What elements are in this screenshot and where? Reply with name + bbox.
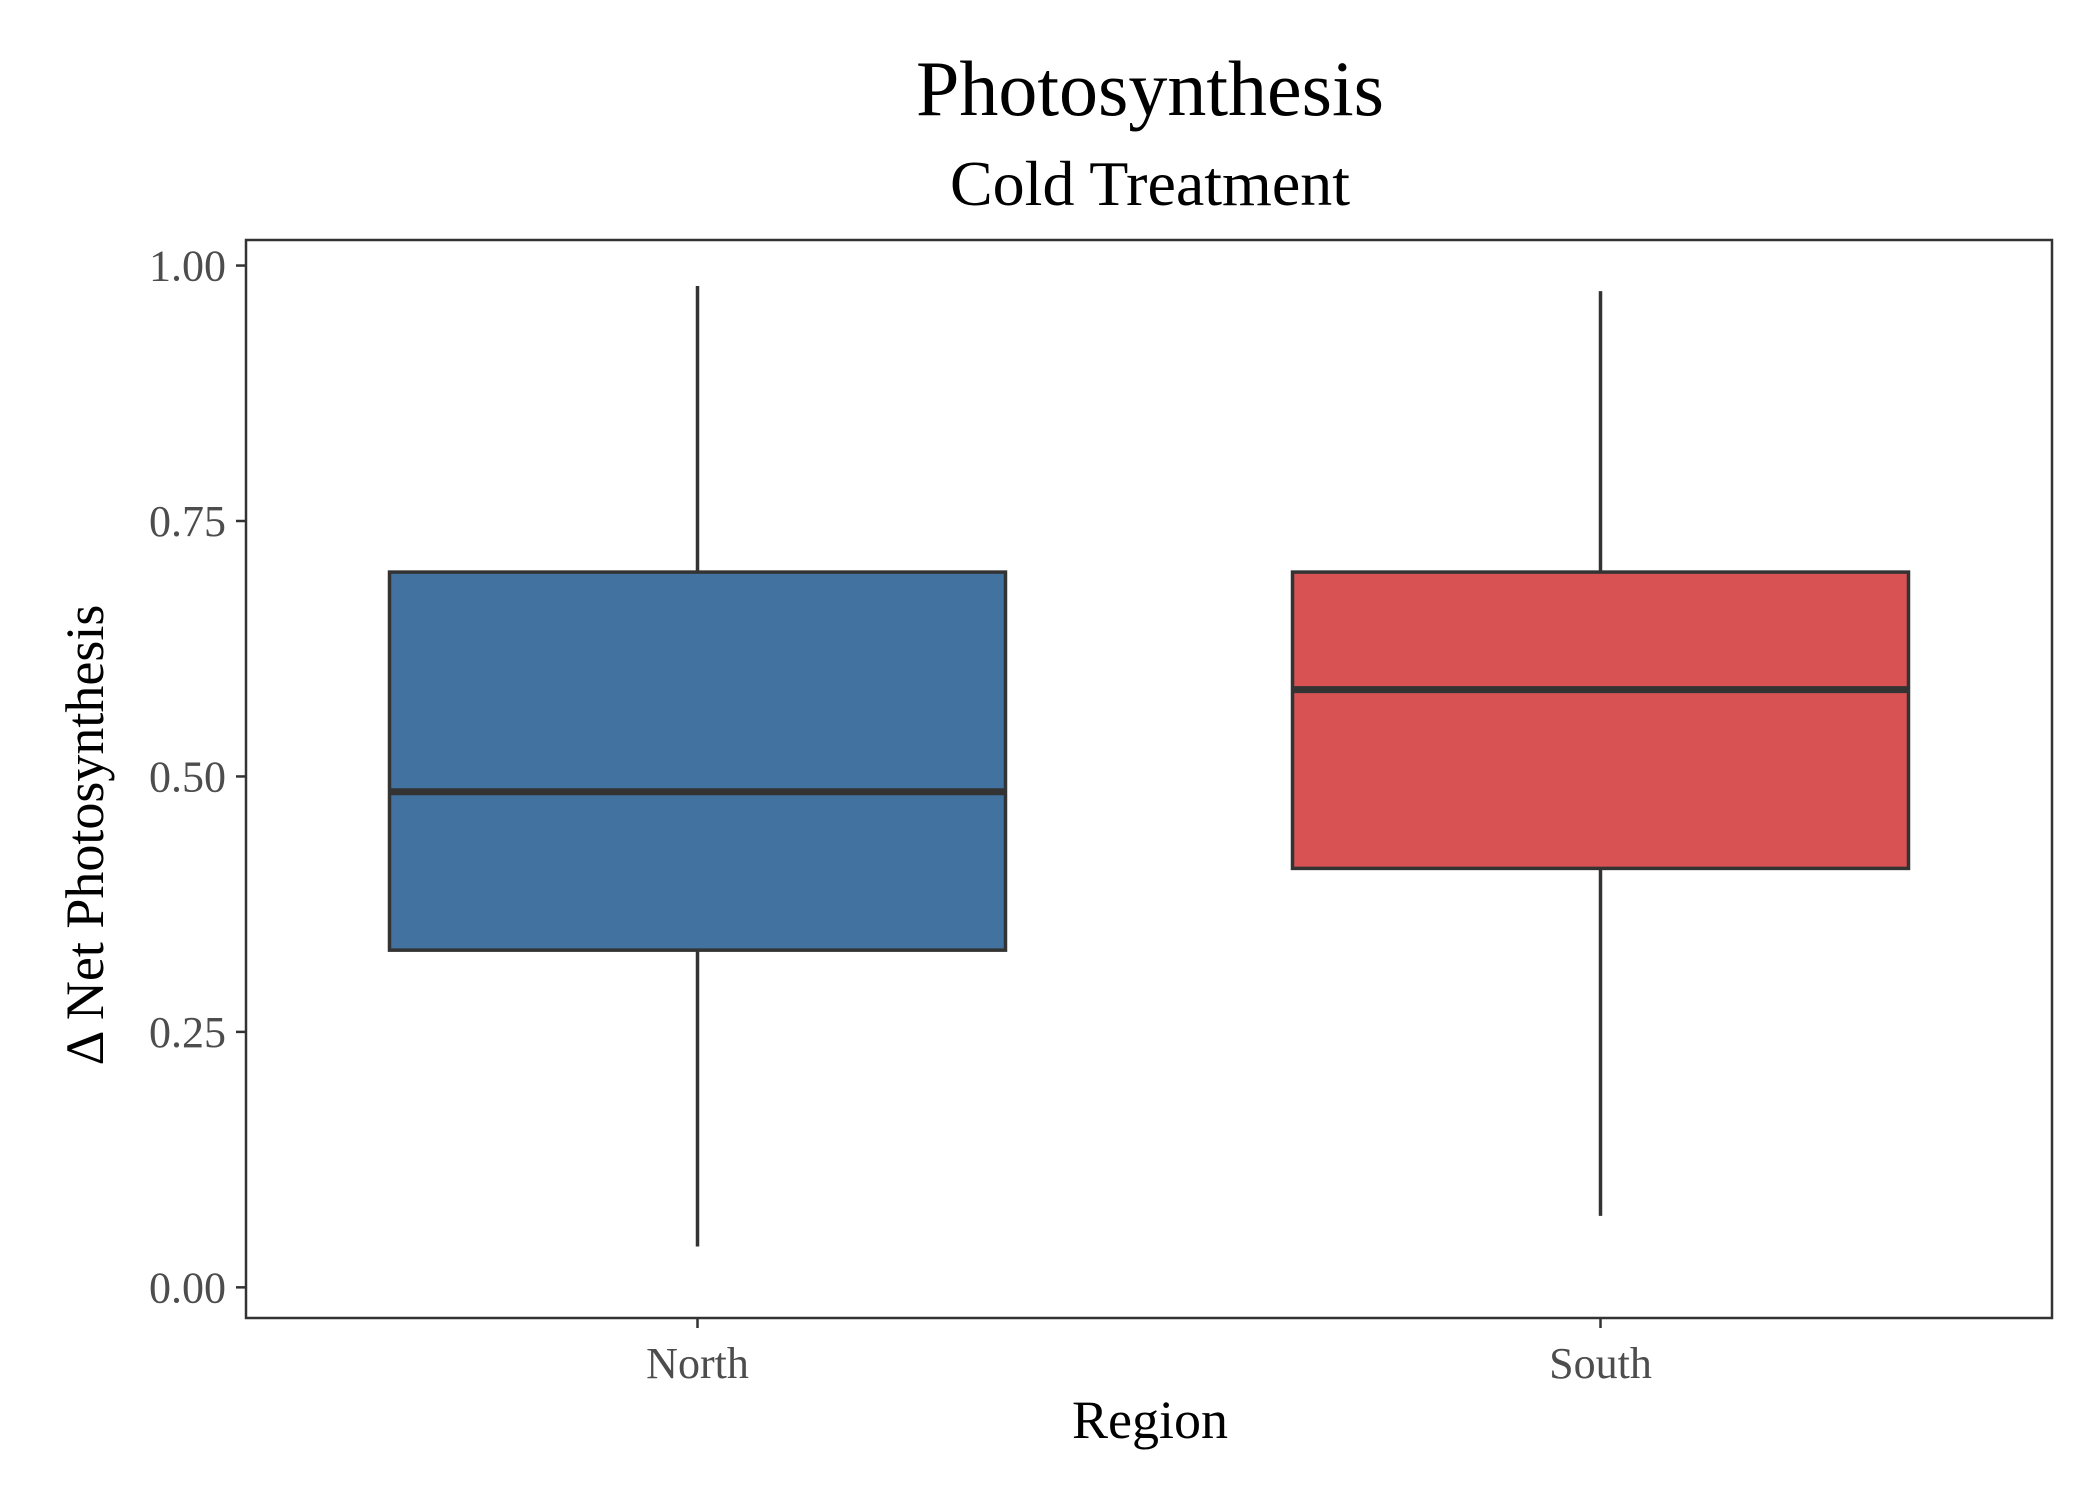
- box-south: [1290, 291, 1911, 1216]
- box-body-north: [387, 570, 1008, 952]
- y-tick-label: 0.25: [149, 1008, 226, 1057]
- y-tick-label: 0.00: [149, 1263, 226, 1312]
- x-tick-label: North: [646, 1339, 749, 1388]
- y-tick-label: 0.75: [149, 497, 226, 546]
- x-tick-label: South: [1549, 1339, 1652, 1388]
- panel-border: [244, 238, 2054, 1320]
- box-body-south: [1290, 570, 1911, 871]
- chart-subtitle: Cold Treatment: [950, 148, 1350, 219]
- x-axis-title: Region: [1072, 1390, 1228, 1450]
- plot-area: [246, 240, 2052, 1318]
- y-tick-label: 0.50: [149, 752, 226, 801]
- axes: 0.00 0.25 0.50 0.75 1.00 North South: [149, 238, 2054, 1388]
- y-axis-title: Δ Net Photosynthesis: [55, 605, 115, 1066]
- y-tick-label: 1.00: [149, 242, 226, 291]
- box-north: [387, 285, 1008, 1247]
- chart-title: Photosynthesis: [916, 45, 1384, 132]
